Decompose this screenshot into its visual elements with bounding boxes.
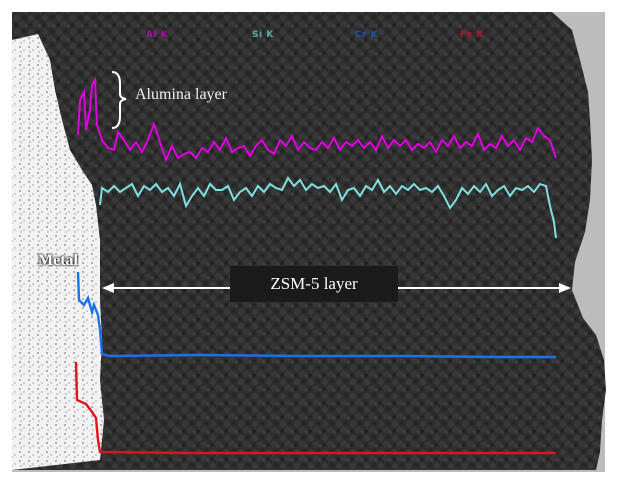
cr-trace-line bbox=[76, 271, 556, 359]
legend-cr-k: Cr K bbox=[355, 30, 379, 40]
alumina-brace bbox=[111, 71, 127, 129]
metal-label: Metal bbox=[38, 252, 78, 269]
legend-al-k: Al K bbox=[146, 30, 169, 40]
si-trace-line bbox=[99, 176, 557, 239]
legend-si-k: Si K bbox=[252, 30, 274, 40]
alumina-layer-label: Alumina layer bbox=[135, 86, 227, 103]
zsm5-layer-label: ZSM-5 layer bbox=[230, 266, 398, 302]
al-trace-line bbox=[77, 76, 557, 163]
metal-region bbox=[12, 34, 104, 470]
fe-trace-line bbox=[74, 361, 556, 455]
legend-fe-k: Fe K bbox=[460, 30, 484, 40]
